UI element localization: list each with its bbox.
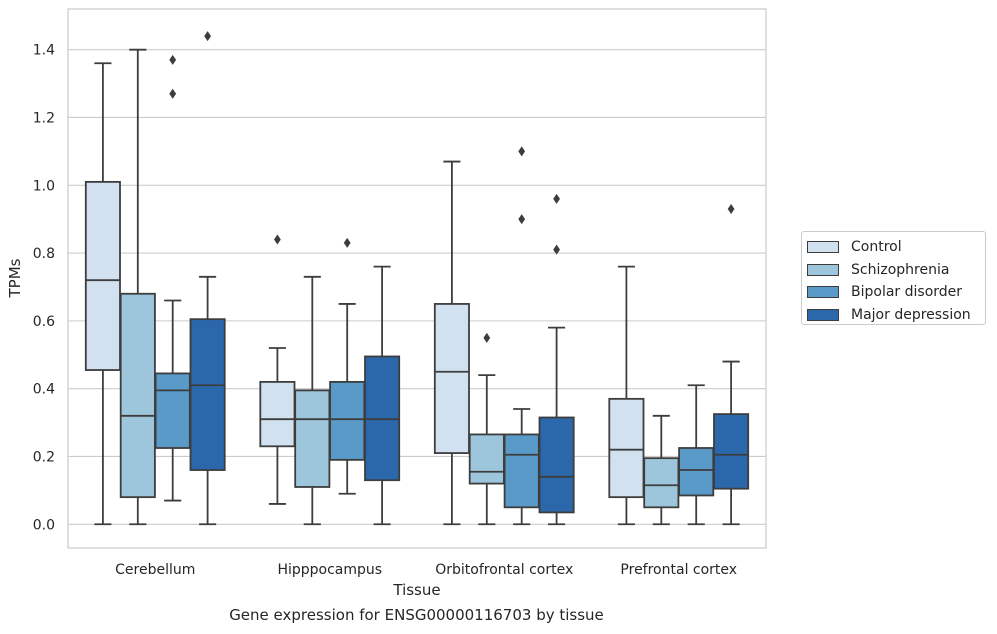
y-axis-label: TPMs	[6, 258, 24, 298]
legend-label: Schizophrenia	[851, 261, 950, 278]
iqr-box	[433, 303, 470, 454]
outlier-point	[483, 332, 491, 343]
x-tick-label: Orbitofrontal cortex	[435, 562, 573, 578]
legend-item-control: Control	[807, 236, 985, 259]
y-tick-label: 1.2	[33, 110, 55, 126]
outlier-point	[727, 204, 735, 215]
y-tick-label: 0.6	[33, 314, 55, 330]
x-axis-ticks: Cerebellum Hipppocampus Orbitofrontal cort…	[115, 562, 737, 578]
legend-swatch-bipolar-disorder	[807, 286, 839, 299]
outlier-point	[204, 31, 211, 42]
plot-area-frame	[67, 8, 767, 549]
legend-label: Major depression	[851, 306, 971, 323]
legend-label: Control	[851, 239, 902, 256]
outlier-point	[518, 214, 526, 225]
box-control	[84, 62, 121, 526]
boxes	[84, 31, 750, 526]
outlier-point	[553, 193, 560, 204]
legend-item-major-depression: Major depression	[807, 304, 985, 327]
iqr-box	[259, 380, 296, 448]
outlier-point	[343, 237, 351, 248]
x-tick-label: Prefrontal cortex	[620, 562, 737, 578]
y-tick-label: 1.4	[33, 43, 55, 59]
iqr-box	[608, 397, 645, 499]
y-tick-label: 1.0	[33, 178, 55, 194]
iqr-box	[294, 389, 331, 488]
outlier-point	[169, 54, 177, 65]
box-major-depression	[538, 193, 575, 526]
legend-item-schizophrenia: Schizophrenia	[807, 259, 985, 282]
outlier-point	[274, 234, 281, 245]
iqr-box	[154, 372, 191, 449]
iqr-box	[678, 447, 715, 497]
y-axis-ticks: 0.0 0.2 0.4 0.6 0.8 1.0 1.2 1.4	[33, 43, 55, 534]
box-schizophrenia	[294, 275, 331, 526]
iqr-box	[538, 416, 575, 514]
box-major-depression	[364, 265, 401, 526]
box-bipolar-disorder	[154, 54, 191, 502]
box-major-depression	[713, 204, 750, 526]
box-bipolar-disorder	[329, 237, 366, 495]
box-major-depression	[189, 31, 226, 526]
legend-swatch-major-depression	[807, 308, 839, 321]
x-tick-label: Cerebellum	[115, 562, 195, 578]
box-schizophrenia	[119, 48, 156, 526]
y-tick-label: 0.8	[33, 246, 55, 262]
legend-swatch-control	[807, 241, 839, 254]
y-tick-label: 0.2	[33, 449, 55, 465]
x-axis-label: Tissue	[392, 581, 440, 599]
legend: Control Schizophrenia Bipolar disorder M…	[801, 231, 986, 325]
iqr-box	[468, 433, 505, 485]
outlier-point	[553, 244, 560, 255]
iqr-box	[119, 292, 156, 499]
box-control	[608, 265, 645, 526]
iqr-box	[189, 318, 226, 471]
outlier-point	[518, 146, 526, 157]
iqr-box	[329, 380, 366, 461]
box-schizophrenia	[468, 332, 505, 526]
legend-swatch-schizophrenia	[807, 263, 839, 276]
iqr-box	[84, 180, 121, 371]
box-control	[433, 160, 470, 526]
iqr-box	[503, 433, 540, 509]
outlier-point	[169, 88, 177, 99]
box-control	[259, 234, 296, 505]
legend-item-bipolar-disorder: Bipolar disorder	[807, 281, 985, 304]
figure-caption: Gene expression for ENSG00000116703 by t…	[229, 606, 604, 624]
x-tick-label: Hipppocampus	[277, 562, 382, 578]
iqr-box	[643, 457, 680, 509]
box-schizophrenia	[643, 414, 680, 526]
legend-label: Bipolar disorder	[851, 284, 963, 301]
y-tick-label: 0.4	[33, 382, 55, 398]
iqr-box	[713, 413, 750, 490]
box-bipolar-disorder	[503, 146, 540, 526]
box-bipolar-disorder	[678, 384, 715, 526]
y-tick-label: 0.0	[33, 517, 55, 533]
